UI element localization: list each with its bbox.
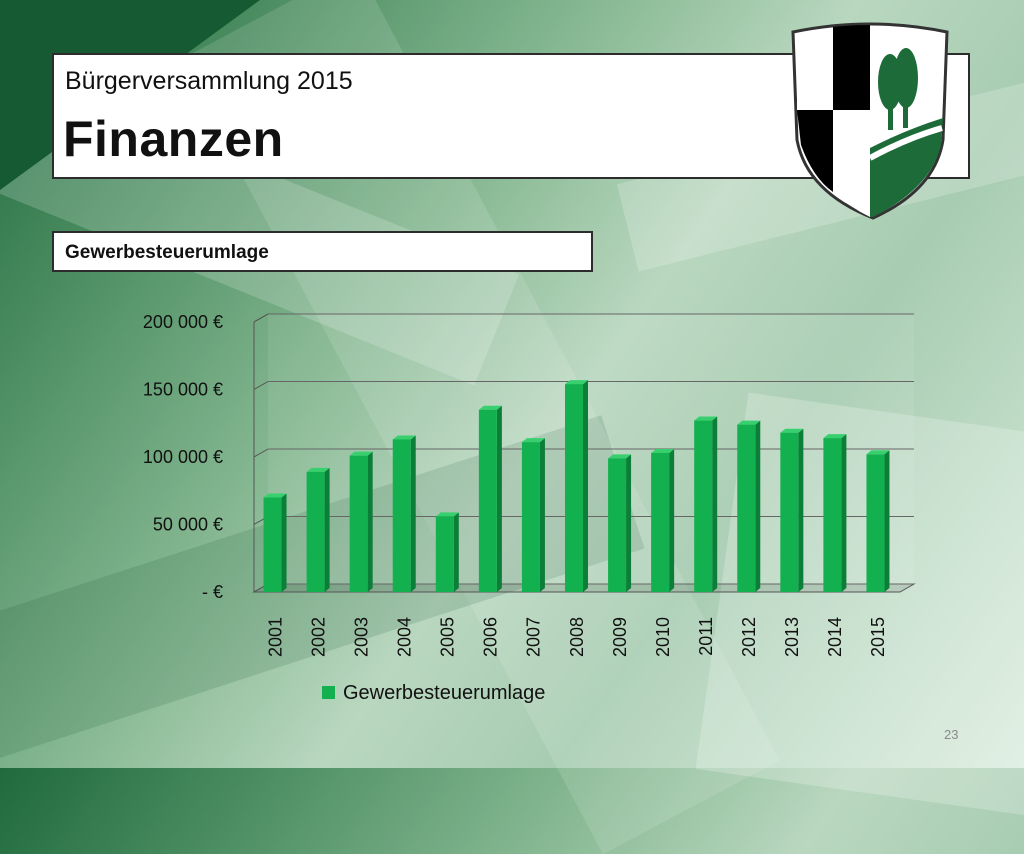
x-tick-label: 2005 [438, 617, 458, 657]
bar-side [496, 405, 502, 592]
bar [866, 454, 885, 592]
gridline-depth [253, 313, 269, 323]
bar-side [841, 434, 847, 592]
bar [435, 516, 454, 592]
slide-subtitle: Bürgerversammlung 2015 [65, 67, 353, 95]
bar [349, 455, 368, 592]
y-tick-label: 100 000 € [143, 447, 223, 467]
bar-side [539, 438, 545, 592]
x-tick-label: 2003 [351, 617, 371, 657]
bar-side [281, 493, 287, 592]
bar-top [608, 454, 632, 459]
bar [780, 432, 799, 592]
bar [478, 409, 497, 592]
bar-side [583, 380, 588, 592]
bar-top [349, 451, 373, 456]
bar-top [435, 512, 459, 517]
x-tick-label: 2012 [739, 617, 759, 657]
bar-side [626, 454, 632, 592]
bar-side [798, 428, 804, 592]
x-tick-label: 2007 [524, 617, 544, 657]
coat-of-arms-icon [791, 22, 949, 220]
bar-top [478, 405, 502, 410]
bar-side [712, 416, 718, 592]
x-tick-label: 2010 [653, 617, 673, 657]
x-tick-label: 2002 [308, 617, 328, 657]
bar-top [565, 380, 588, 385]
bar-top [306, 467, 330, 472]
bar [263, 497, 282, 592]
bar-side [669, 448, 675, 592]
x-tick-label: 2011 [696, 617, 716, 656]
bar [608, 458, 627, 592]
bar-top [392, 435, 416, 440]
bar-side [884, 450, 890, 592]
bar-top [694, 416, 718, 421]
bar [737, 424, 756, 592]
legend-swatch [322, 686, 335, 699]
bar [565, 384, 583, 592]
bar-side [755, 420, 761, 592]
bar [306, 471, 325, 592]
page-number: 23 [944, 727, 959, 742]
bar-top [521, 438, 545, 443]
x-tick-label: 2014 [825, 617, 845, 657]
section-label: Gewerbesteuerumlage [65, 242, 269, 263]
legend-label: Gewerbesteuerumlage [343, 682, 545, 704]
gridline-depth [253, 381, 269, 390]
x-tick-label: 2001 [265, 617, 285, 657]
x-tick-label: 2004 [394, 617, 414, 657]
bar-top [263, 493, 287, 498]
bar-side [410, 435, 416, 592]
bar-top [780, 428, 804, 433]
bar-top [866, 450, 890, 455]
bar-side [367, 451, 373, 592]
bar [823, 438, 842, 592]
bar [521, 442, 540, 592]
bar [651, 452, 670, 592]
slide-title: Finanzen [63, 111, 284, 167]
section-box: Gewerbesteuerumlage [52, 231, 593, 272]
bar-top [737, 420, 761, 425]
x-tick-label: 2008 [567, 617, 587, 657]
x-tick-label: 2013 [782, 617, 802, 657]
bar-side [453, 512, 459, 592]
y-tick-label: 50 000 € [153, 515, 223, 535]
x-tick-label: 2006 [481, 617, 501, 657]
x-tick-label: 2015 [868, 617, 888, 657]
y-tick-label: 200 000 € [143, 312, 223, 332]
bar [392, 439, 411, 592]
x-tick-label: 2009 [610, 617, 630, 657]
bar-chart: - € 50 000 € 100 000 € 150 000 € 200 000 € 20… [143, 312, 916, 704]
bar-top [651, 448, 675, 453]
bar [694, 420, 713, 592]
bar-top [823, 434, 847, 439]
gridline-depth [253, 448, 269, 458]
bar-side [324, 467, 330, 592]
y-tick-label: 150 000 € [143, 380, 223, 400]
y-tick-label: - € [202, 582, 223, 602]
